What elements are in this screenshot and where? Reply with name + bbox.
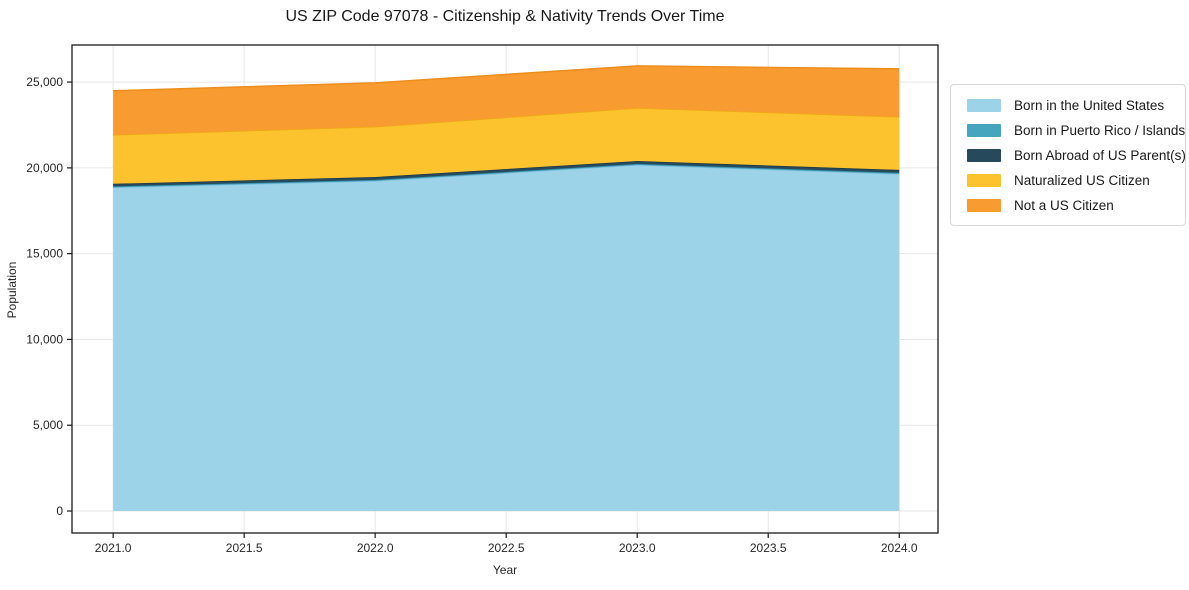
legend-item: Born Abroad of US Parent(s) xyxy=(967,143,1186,168)
svg-text:20,000: 20,000 xyxy=(26,161,63,175)
legend-swatch-naturalized xyxy=(967,173,1001,187)
svg-text:2022.5: 2022.5 xyxy=(488,541,525,555)
svg-text:25,000: 25,000 xyxy=(26,75,63,89)
legend-label: Born Abroad of US Parent(s) xyxy=(1014,147,1186,163)
svg-text:10,000: 10,000 xyxy=(26,332,63,346)
legend-item: Born in the United States xyxy=(967,93,1185,118)
svg-text:2022.0: 2022.0 xyxy=(357,541,394,555)
svg-text:2023.0: 2023.0 xyxy=(619,541,656,555)
svg-text:5,000: 5,000 xyxy=(33,418,63,432)
legend-swatch-not-citizen xyxy=(967,198,1001,212)
legend-item: Naturalized US Citizen xyxy=(967,168,1185,193)
x-axis-label: Year xyxy=(492,563,518,577)
svg-text:2021.0: 2021.0 xyxy=(95,541,132,555)
svg-text:2021.5: 2021.5 xyxy=(226,541,263,555)
legend-item: Born in Puerto Rico / Islands xyxy=(967,118,1185,143)
legend-swatch-puerto-rico xyxy=(967,123,1001,137)
legend-label: Born in the United States xyxy=(1014,97,1165,113)
legend-label: Not a US Citizen xyxy=(1014,197,1114,213)
legend-item: Not a US Citizen xyxy=(967,193,1185,218)
legend-swatch-born-abroad xyxy=(967,148,1001,162)
legend-label: Naturalized US Citizen xyxy=(1014,172,1150,188)
svg-text:15,000: 15,000 xyxy=(26,247,63,261)
legend-box: Born in the United States Born in Puerto… xyxy=(950,84,1186,226)
y-axis-label: Population xyxy=(5,261,19,319)
svg-text:2023.5: 2023.5 xyxy=(750,541,787,555)
chart-title: US ZIP Code 97078 - Citizenship & Nativi… xyxy=(285,8,725,25)
svg-text:2024.0: 2024.0 xyxy=(881,541,918,555)
legend-label: Born in Puerto Rico / Islands xyxy=(1014,122,1186,138)
svg-text:0: 0 xyxy=(56,504,63,518)
legend-swatch-born-us xyxy=(967,98,1001,112)
